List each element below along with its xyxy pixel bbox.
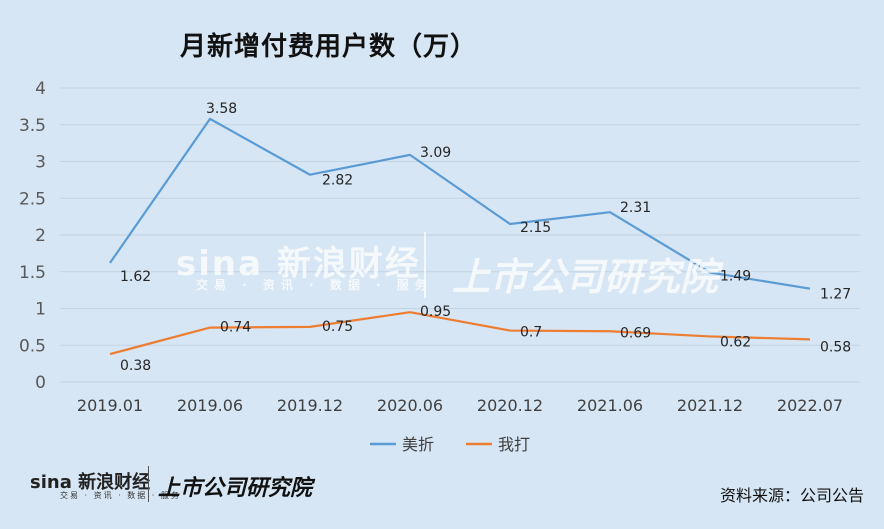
data-label: 2.15	[520, 220, 551, 236]
data-label: 0.75	[322, 319, 353, 335]
footer-brand-logo: sina 新浪财经	[30, 472, 151, 493]
x-tick-label: 2022.07	[777, 396, 843, 415]
x-tick-label: 2019.12	[277, 396, 343, 415]
y-tick-label: 4	[35, 79, 46, 99]
legend-label-1: 美折	[402, 435, 434, 454]
x-tick-label: 2019.01	[77, 396, 143, 415]
x-tick-label: 2021.06	[577, 396, 643, 415]
data-label: 3.58	[206, 101, 237, 117]
series-line-1	[109, 117, 811, 290]
data-label: 0.74	[220, 320, 251, 336]
y-tick-label: 2	[35, 226, 46, 246]
watermark-research-logo: 上市公司研究院	[452, 255, 719, 299]
x-tick-label: 2020.12	[477, 396, 543, 415]
y-tick-label: 1.5	[19, 263, 46, 283]
footer-brand-tagline: 交易 · 资讯 · 数据 · 服务	[60, 491, 181, 500]
source-note: 资料来源：公司公告	[719, 486, 864, 505]
y-tick-label: 2.5	[19, 189, 46, 209]
data-label: 0.58	[820, 339, 851, 355]
y-tick-label: 0	[35, 373, 46, 393]
data-label: 1.62	[120, 269, 151, 285]
x-tick-label: 2019.06	[177, 396, 243, 415]
data-label: 2.31	[620, 200, 651, 216]
footer-logo-divider	[148, 466, 149, 502]
data-label: 3.09	[420, 145, 451, 161]
y-tick-label: 1	[35, 300, 46, 320]
x-tick-label: 2020.06	[377, 396, 443, 415]
data-label: 0.62	[720, 334, 751, 350]
y-tick-label: 3	[35, 153, 46, 173]
data-label: 0.38	[120, 358, 151, 374]
y-tick-label: 0.5	[19, 336, 46, 356]
legend-label-2: 我打	[498, 435, 530, 454]
data-label: 0.95	[420, 304, 451, 320]
data-label: 2.82	[322, 173, 353, 189]
x-tick-label: 2021.12	[677, 396, 743, 415]
footer-research-logo: 上市公司研究院	[158, 476, 313, 501]
y-tick-label: 3.5	[19, 116, 46, 136]
watermark-brand-tagline: 交易 · 资讯 · 数据 · 服务	[196, 278, 433, 292]
data-label: 1.49	[720, 268, 751, 284]
data-label: 0.7	[520, 325, 542, 341]
data-label: 1.27	[820, 287, 851, 303]
chart-title: 月新增付费用户数（万）	[180, 32, 478, 62]
watermark-divider	[424, 232, 426, 298]
data-label: 0.69	[620, 325, 651, 341]
series-line-2	[109, 311, 811, 356]
watermark-brand-logo: sina 新浪财经	[176, 244, 421, 284]
